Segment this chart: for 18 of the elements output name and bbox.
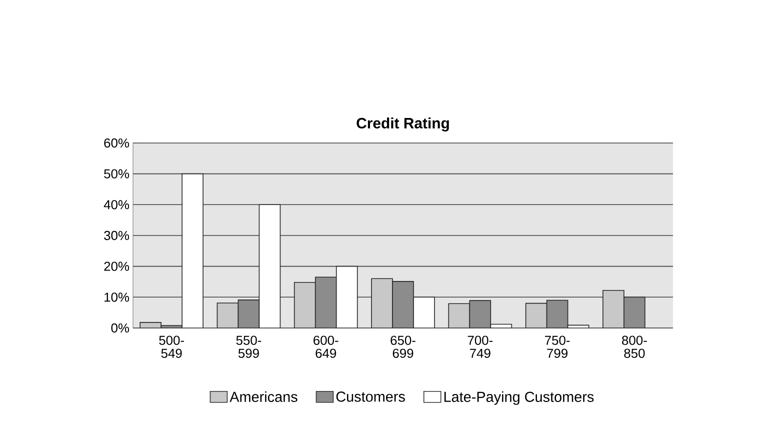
- y-tick-label: 0%: [111, 323, 130, 333]
- y-tick-label: 40%: [104, 200, 130, 210]
- y-tick-label: 50%: [104, 169, 130, 178]
- y-tick-label: 30%: [104, 230, 130, 240]
- x-tick-label: 500-549: [159, 336, 184, 358]
- x-tick-label: 700-749: [468, 336, 493, 358]
- x-tick-label: 650-699: [390, 336, 416, 358]
- x-tick-label: 600-649: [314, 336, 338, 358]
- x-tick-label: 750-799: [545, 336, 570, 358]
- x-tick-label: 550-599: [236, 336, 262, 358]
- chart-title: Credit Rating: [356, 118, 449, 132]
- y-tick-label: 10%: [104, 292, 130, 302]
- x-tick-label: 800-850: [622, 336, 647, 358]
- legend-label: Late-Paying Customers: [444, 391, 594, 405]
- y-tick-label: 20%: [104, 262, 130, 271]
- y-tick-label: 60%: [104, 138, 130, 148]
- legend-label: Americans: [230, 391, 298, 402]
- legend-label: Customers: [336, 392, 405, 402]
